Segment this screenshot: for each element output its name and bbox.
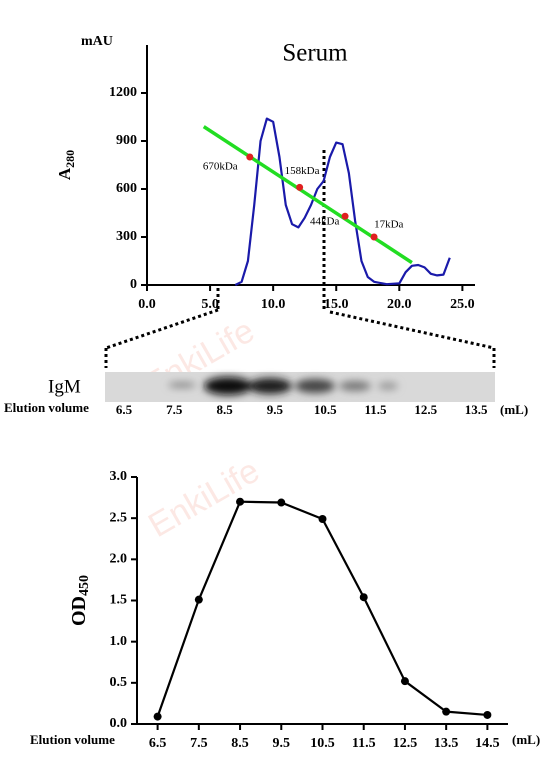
x-tick-label: 25.0 <box>450 297 475 312</box>
lane-label: 9.5 <box>267 402 284 417</box>
y-tick-label: 1.5 <box>110 593 128 608</box>
x-unit: (mL) <box>512 732 540 747</box>
y-tick-label: 1.0 <box>110 634 128 649</box>
standard-label: 158kDa <box>285 165 320 177</box>
x-tick-label: 11.5 <box>352 736 376 751</box>
y-tick-label: 300 <box>116 229 137 244</box>
y-tick-label: 0.5 <box>110 675 128 690</box>
x-tick-label: 12.5 <box>393 736 418 751</box>
data-point <box>194 595 203 604</box>
y-axis-label: OD450 <box>68 575 93 626</box>
data-point <box>153 712 162 721</box>
data-line <box>156 500 488 717</box>
x-tick-label: 8.5 <box>231 736 249 751</box>
y-axis-label-sub: 280 <box>63 150 77 168</box>
x-tick-label: 13.5 <box>434 736 459 751</box>
data-point <box>318 514 327 523</box>
y-axis-label-main: A <box>55 167 74 180</box>
y-axis-label: A280 <box>55 150 77 180</box>
y-axis-label-main: OD <box>68 596 90 626</box>
y-tick-label: 2.5 <box>110 510 128 525</box>
standard-label: 44kDa <box>310 216 339 228</box>
x-tick-label: 5.0 <box>201 297 219 312</box>
blot <box>105 372 495 402</box>
data-point <box>483 710 492 719</box>
chart-title: Serum <box>282 40 348 67</box>
x-tick-label: 20.0 <box>387 297 412 312</box>
data-point <box>277 498 286 507</box>
standard-label: 670kDa <box>203 161 238 173</box>
x-tick-label: 10.0 <box>261 297 286 312</box>
blot-unit: (mL) <box>500 402 528 417</box>
x-tick-label: 0.0 <box>138 297 156 312</box>
standard-label: 17kDa <box>374 219 403 231</box>
standard-curve <box>202 125 413 265</box>
data-point <box>236 497 245 506</box>
standard-point <box>341 212 349 220</box>
y-tick-label: 0 <box>130 277 137 292</box>
x-tick-label: 15.0 <box>324 297 349 312</box>
standard-point <box>296 183 304 191</box>
data-point <box>359 593 368 602</box>
y-tick-label: 3.0 <box>110 469 128 484</box>
lane-label: 6.5 <box>116 402 133 417</box>
y-tick-label: 1200 <box>109 85 137 100</box>
lane-label: 10.5 <box>314 402 337 417</box>
y-tick-label: 900 <box>116 133 137 148</box>
data-line <box>234 117 451 286</box>
y-axis-label-sub: 450 <box>77 575 92 596</box>
lane-label: 11.5 <box>364 402 387 417</box>
connector <box>105 308 219 350</box>
data-point <box>442 707 451 716</box>
lane-label: 12.5 <box>414 402 437 417</box>
x-tick-label: 9.5 <box>273 736 291 751</box>
y-unit: mAU <box>81 34 113 49</box>
x-tick-label: 10.5 <box>310 736 335 751</box>
standard-point <box>370 233 378 241</box>
y-tick-label: 0.0 <box>110 716 128 731</box>
connector <box>329 310 495 350</box>
blot-x-label: Elution volume <box>4 400 89 415</box>
y-tick-label: 2.0 <box>110 552 128 567</box>
watermark: EnkiLife <box>142 452 266 545</box>
x-tick-label: 6.5 <box>149 736 167 751</box>
lane-label: 7.5 <box>166 402 183 417</box>
x-tick-label: 7.5 <box>190 736 208 751</box>
lane-label: 8.5 <box>216 402 233 417</box>
blot-bands <box>168 377 398 395</box>
x-axis-label: Elution volume <box>30 732 115 747</box>
x-tick-label: 14.5 <box>475 736 500 751</box>
data-point <box>400 677 409 686</box>
lane-label: 13.5 <box>465 402 488 417</box>
blot-label: IgM <box>48 376 81 397</box>
standard-point <box>246 153 254 161</box>
y-tick-label: 600 <box>116 181 137 196</box>
